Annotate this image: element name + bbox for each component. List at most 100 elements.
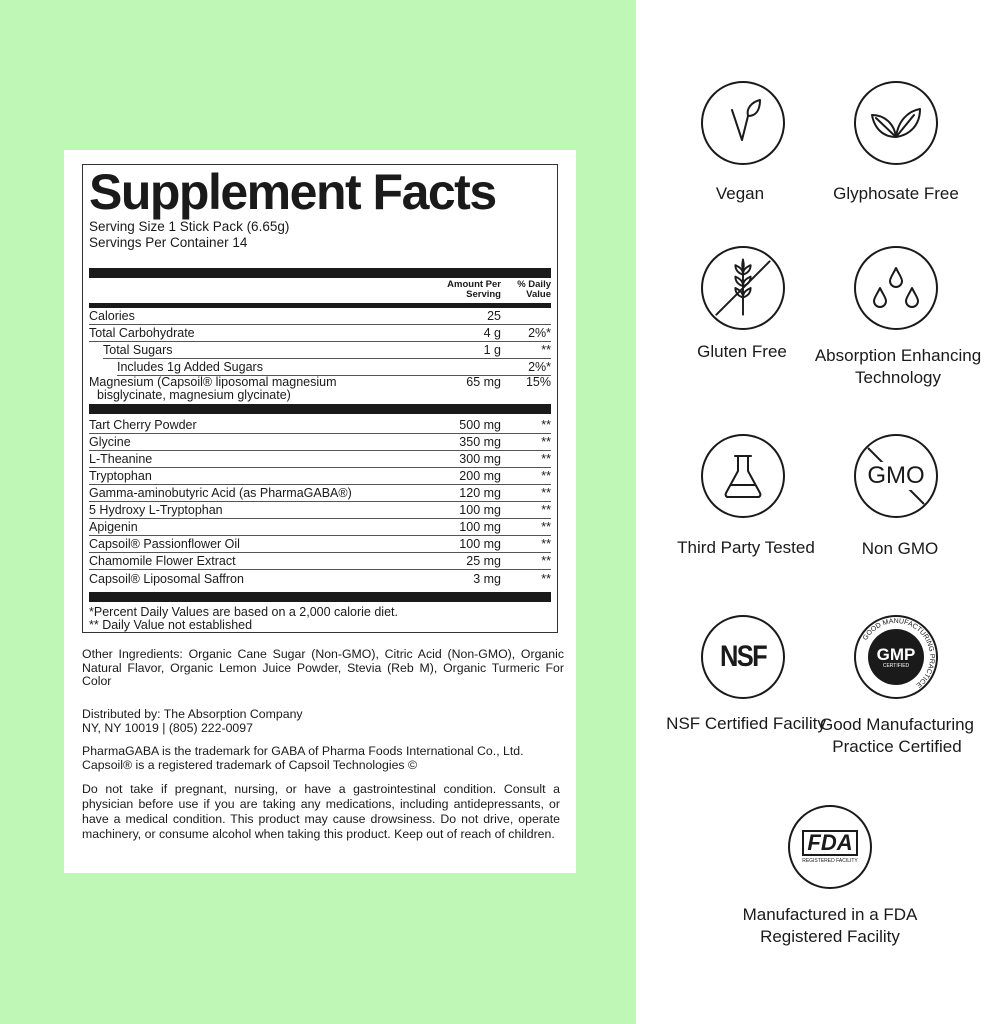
table-row: Gamma-aminobutyric Acid (as PharmaGABA®)… [89, 485, 551, 502]
row-daily-value: ** [541, 503, 551, 517]
row-amount: 500 mg [459, 418, 501, 432]
row-amount: 120 mg [459, 486, 501, 500]
nutrient-list: Calories 25 Total Carbohydrate 4 g 2%* Total … [89, 308, 551, 402]
table-row: Capsoil® Passionflower Oil 100 mg ** [89, 536, 551, 553]
badge-label: Good Manufacturing Practice Certified [819, 715, 975, 756]
droplets-icon [854, 246, 938, 330]
row-amount: 3 mg [473, 571, 501, 586]
row-name: Apigenin [89, 520, 138, 534]
table-row: Magnesium (Capsoil® liposomal magnesium b… [89, 375, 551, 402]
table-row: Apigenin 100 mg ** [89, 519, 551, 536]
divider [89, 592, 551, 602]
badge-label: Non GMO [861, 539, 939, 558]
supplement-label: Supplement Facts Serving Size 1 Stick Pa… [64, 150, 576, 873]
distributor: Distributed by: The Absorption Company [82, 707, 303, 721]
leaf-icon [701, 81, 785, 165]
table-row: Calories 25 [89, 308, 551, 325]
row-name: Tart Cherry Powder [89, 418, 197, 432]
badge-label: Third Party Tested [677, 538, 815, 557]
row-name: Chamomile Flower Extract [89, 554, 236, 568]
table-row: 5 Hydroxy L-Tryptophan 100 mg ** [89, 502, 551, 519]
badge-label: Vegan [715, 184, 765, 203]
gmp-ring-text: GOOD MANUFACTURING PRACTICE [862, 618, 935, 689]
divider [89, 404, 551, 414]
amount-header: Amount Per Serving [447, 279, 501, 300]
ingredient-list: Tart Cherry Powder 500 mg ** Glycine 350 mg *… [89, 417, 551, 587]
table-row: Glycine 350 mg ** [89, 434, 551, 451]
nsf-icon: NSF [701, 615, 785, 699]
other-ingredients: Other Ingredients: Organic Cane Sugar (N… [82, 647, 564, 688]
footnote: *Percent Daily Values are based on a 2,0… [89, 605, 398, 619]
fda-icon: FDA REGISTERED FACILITY [788, 805, 872, 889]
table-row: Total Carbohydrate 4 g 2%* [89, 325, 551, 342]
row-amount: 25 mg [466, 554, 501, 568]
badge-label: Manufactured in a FDA Registered Facilit… [742, 905, 918, 946]
row-daily-value: ** [541, 435, 551, 449]
gmo-crossed-icon: GMO [854, 434, 938, 518]
row-name-line: Magnesium (Capsoil® liposomal magnesium [89, 375, 337, 389]
row-name: L-Theanine [89, 452, 153, 466]
footnote: ** Daily Value not established [89, 618, 253, 632]
row-daily-value: 15% [525, 375, 551, 389]
leaves-icon [854, 81, 938, 165]
row-daily-value: 2%* [528, 326, 551, 340]
row-name: Glycine [89, 435, 131, 449]
supplement-facts-box: Supplement Facts Serving Size 1 Stick Pa… [82, 164, 558, 633]
table-row: Total Sugars 1 g ** [103, 342, 551, 359]
row-amount: 300 mg [459, 452, 501, 466]
row-name: Total Sugars [103, 343, 173, 357]
table-row: Chamomile Flower Extract 25 mg ** [89, 553, 551, 570]
flask-icon [701, 434, 785, 518]
green-panel: Supplement Facts Serving Size 1 Stick Pa… [0, 0, 636, 1024]
row-daily-value: 2%* [528, 360, 551, 374]
row-name: Capsoil® Liposomal Saffron [89, 571, 244, 586]
fda-sub: REGISTERED FACILITY [802, 858, 858, 864]
divider [89, 268, 551, 278]
row-amount: 100 mg [459, 503, 501, 517]
row-name: Calories [89, 309, 135, 323]
row-daily-value: ** [541, 486, 551, 500]
table-row: Tart Cherry Powder 500 mg ** [89, 417, 551, 434]
table-row: L-Theanine 300 mg ** [89, 451, 551, 468]
row-amount: 1 g [483, 343, 501, 357]
divider [89, 303, 551, 308]
row-amount: 100 mg [459, 520, 501, 534]
row-amount: 25 [487, 309, 501, 323]
gmp-text: GMP [876, 644, 916, 664]
trademark: PharmaGABA is the trademark for GABA of … [82, 744, 524, 758]
row-amount: 350 mg [459, 435, 501, 449]
servings-per-container: Servings Per Container 14 [89, 235, 248, 250]
badge-label: NSF Certified Facility [666, 714, 826, 733]
table-row: Tryptophan 200 mg ** [89, 468, 551, 485]
gmp-sub: CERTIFIED [882, 662, 910, 669]
row-daily-value: ** [541, 343, 551, 357]
row-daily-value: ** [541, 554, 551, 568]
row-amount: 100 mg [459, 537, 501, 551]
row-daily-value: ** [541, 469, 551, 483]
gmo-text: GMO [866, 462, 926, 490]
fda-text: FDA [802, 830, 858, 856]
row-name: Includes 1g Added Sugars [117, 360, 263, 374]
distributor-address: NY, NY 10019 | (805) 222-0097 [82, 721, 253, 735]
nsf-text: NSF [720, 640, 768, 673]
row-amount: 200 mg [459, 469, 501, 483]
badge-label: Glyphosate Free [833, 184, 959, 203]
row-daily-value: ** [541, 520, 551, 534]
row-amount: 65 mg [466, 375, 501, 389]
row-name-line: bisglycinate, magnesium glycinate) [97, 387, 291, 402]
row-daily-value: ** [541, 571, 551, 586]
row-daily-value: ** [541, 418, 551, 432]
column-header: Amount Per Serving % Daily Value [89, 278, 551, 303]
wheat-crossed-icon [701, 246, 785, 330]
row-name: Tryptophan [89, 469, 152, 483]
dv-header: % Daily Value [517, 279, 551, 300]
row-name: Capsoil® Passionflower Oil [89, 537, 240, 551]
row-name: Total Carbohydrate [89, 326, 195, 340]
row-daily-value: ** [541, 452, 551, 466]
gmp-icon: GMP CERTIFIED GOOD MANUFACTURING PRACTICE [854, 615, 938, 699]
facts-title: Supplement Facts [89, 164, 497, 220]
badge-label: Absorption Enhancing Technology [814, 346, 982, 387]
table-row: Capsoil® Liposomal Saffron 3 mg ** [89, 570, 551, 587]
row-name: Gamma-aminobutyric Acid (as PharmaGABA®) [89, 486, 352, 500]
row-amount: 4 g [483, 326, 501, 340]
